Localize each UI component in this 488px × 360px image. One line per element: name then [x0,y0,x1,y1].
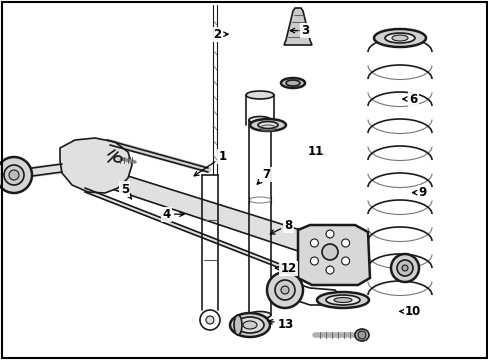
Ellipse shape [285,80,299,86]
Ellipse shape [384,33,414,43]
Text: 2: 2 [213,28,227,41]
Circle shape [357,331,365,339]
Text: 1: 1 [194,150,226,176]
Text: 9: 9 [412,186,426,199]
Ellipse shape [229,313,269,337]
Ellipse shape [248,311,270,319]
Ellipse shape [373,29,425,47]
Circle shape [390,254,418,282]
Ellipse shape [236,317,264,333]
Ellipse shape [114,156,122,162]
Circle shape [341,239,349,247]
Circle shape [205,316,214,324]
Circle shape [310,257,318,265]
Circle shape [310,239,318,247]
Ellipse shape [243,321,257,329]
Circle shape [200,310,220,330]
Ellipse shape [248,117,270,123]
Circle shape [325,266,333,274]
Ellipse shape [245,91,273,99]
Circle shape [274,280,294,300]
Circle shape [4,165,24,185]
Ellipse shape [316,292,368,308]
Circle shape [0,157,32,193]
Ellipse shape [249,119,285,131]
Text: 11: 11 [306,145,324,158]
Circle shape [401,265,407,271]
Text: 4: 4 [162,208,183,221]
Text: 10: 10 [399,305,421,318]
Ellipse shape [354,329,368,341]
Circle shape [281,286,288,294]
Text: 5: 5 [121,183,131,199]
Circle shape [325,230,333,238]
Text: 3: 3 [290,24,309,37]
Polygon shape [112,171,309,255]
Ellipse shape [325,295,359,305]
Ellipse shape [234,315,242,335]
Ellipse shape [281,78,305,88]
Text: 12: 12 [275,262,296,275]
Circle shape [396,260,412,276]
Text: 13: 13 [267,318,294,330]
Circle shape [341,257,349,265]
Circle shape [266,272,303,308]
Ellipse shape [391,35,407,41]
Text: 8: 8 [270,219,292,234]
Polygon shape [284,8,311,45]
Ellipse shape [258,122,278,129]
Text: 6: 6 [402,93,416,105]
Circle shape [9,170,19,180]
Text: 7: 7 [257,168,270,184]
Polygon shape [60,138,132,193]
Ellipse shape [333,297,351,302]
Polygon shape [297,225,369,285]
Circle shape [321,244,337,260]
Polygon shape [85,188,289,272]
